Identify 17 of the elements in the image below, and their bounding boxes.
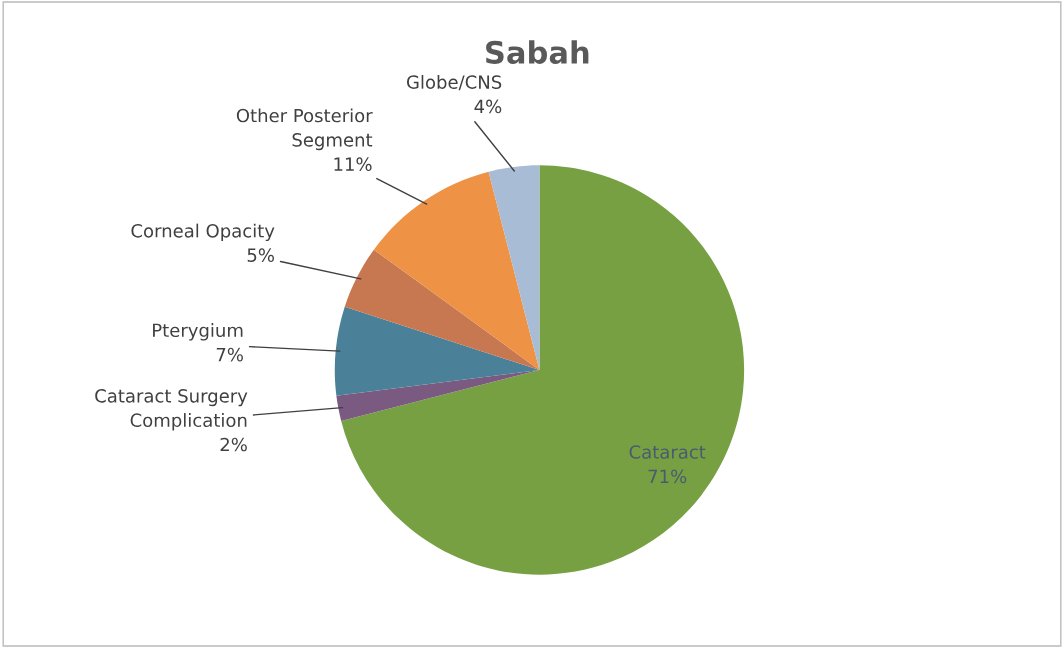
slice-label: Cataract xyxy=(629,445,706,459)
data-label: 11% xyxy=(334,157,372,172)
slice-label: Other Posterior Segment xyxy=(236,108,373,151)
pie-slice xyxy=(336,370,540,421)
pie-slice xyxy=(334,306,540,396)
data-label: 71% xyxy=(648,469,687,484)
pie-slice xyxy=(344,249,540,371)
data-label: 5% xyxy=(247,248,274,262)
data-label: 4% xyxy=(474,99,502,114)
slice-label: Cataract Surgery Complication xyxy=(95,389,248,431)
data-label: 7% xyxy=(216,347,243,362)
slice-label: Globe/CNS xyxy=(406,74,502,91)
pie-slice xyxy=(373,171,540,371)
slice-label: Pterygium xyxy=(153,323,243,341)
slice-label: Corneal Opacity xyxy=(131,223,275,242)
chart-title: Sabah xyxy=(486,40,589,64)
data-label: 2% xyxy=(220,437,247,452)
